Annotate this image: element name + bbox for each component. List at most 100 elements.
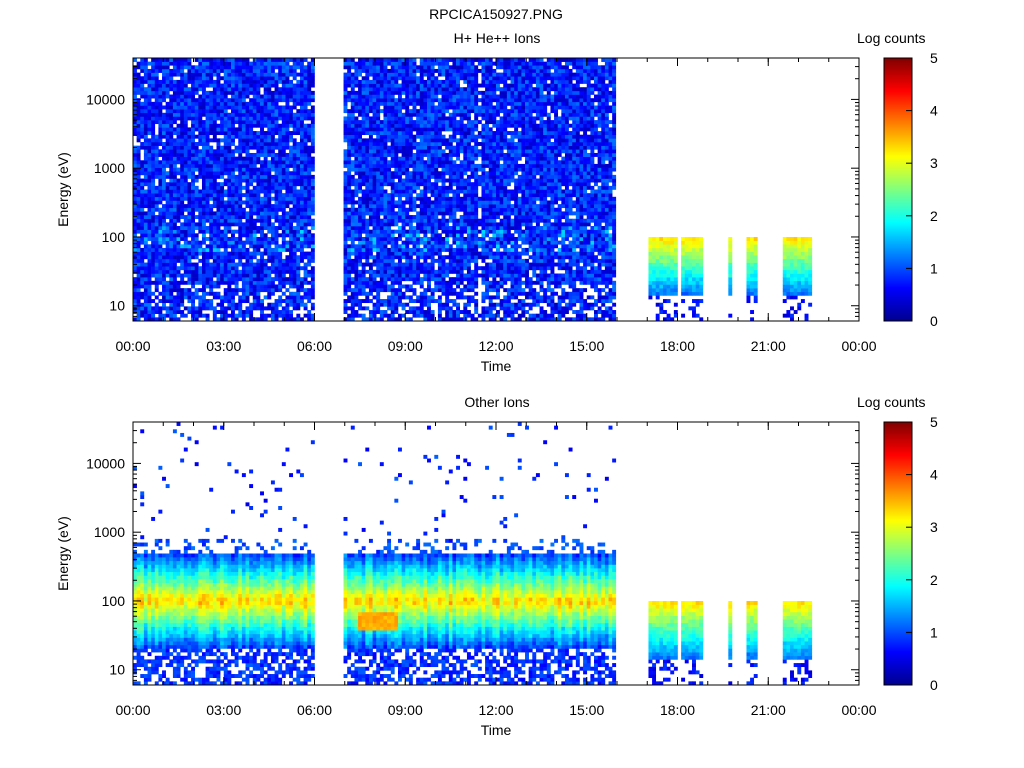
spectrogram-cell [405,284,410,289]
spectrogram-cell [263,174,268,179]
spectrogram-cell [281,109,286,114]
spectrogram-cell [437,142,442,146]
spectrogram-cell [343,229,348,234]
spectrogram-cell [263,152,268,157]
spectrogram-cell [437,306,442,311]
spectrogram-cell [394,266,399,271]
spectrogram-cell [405,105,410,110]
spectrogram-cell [292,182,297,187]
spectrogram-cell [285,200,290,205]
spectrogram-cell [412,273,417,278]
spectrogram-cell [376,207,381,212]
spectrogram-cell [169,72,174,77]
spectrogram-cell [427,101,431,106]
spectrogram-cell [209,156,214,161]
spectrogram-cell [423,138,428,143]
spectrogram-cell [423,229,428,234]
spectrogram-cell [169,207,174,212]
spectrogram-cell [368,255,373,260]
spectrogram-cell [350,204,355,209]
spectrogram-cell [165,280,170,285]
spectrogram-cell [180,236,185,241]
spectrogram-cell [231,306,235,311]
spectrogram-cell [194,79,199,84]
spectrogram-cell [405,76,410,81]
spectrogram-cell [169,61,174,66]
spectrogram-cell [285,152,290,157]
spectrogram-cell [176,123,181,128]
spectrogram-cell [390,295,395,300]
spectrogram-cell [350,193,355,198]
spectrogram-cell [437,72,442,77]
spectrogram-cell [256,288,261,293]
spectrogram-cell [390,142,395,146]
spectrogram-cell [183,218,188,223]
spectrogram-cell [234,127,239,132]
spectrogram-cell [136,120,141,125]
spectrogram-cell [234,109,239,114]
spectrogram-cell [427,255,431,260]
spectrogram-cell [372,127,377,132]
spectrogram-cell [223,310,228,314]
spectrogram-cell [260,299,264,304]
spectrogram-cell [223,288,228,293]
spectrogram-cell [198,83,203,88]
spectrogram-cell [143,291,148,296]
spectrogram-cell [289,226,294,230]
spectrogram-cell [401,247,406,252]
spectrogram-cell [365,163,370,168]
spectrogram-cell [147,145,152,150]
spectrogram-cell [249,240,254,245]
spectrogram-cell [299,266,304,271]
spectrogram-cell [260,277,264,282]
spectrogram-cell [303,273,308,278]
spectrogram-cell [347,83,352,88]
spectrogram-cell [191,167,196,172]
spectrogram-cell [405,185,410,190]
spectrogram-cell [133,160,137,165]
spectrogram-cell [437,120,442,125]
spectrogram-cell [423,174,428,179]
spectrogram-cell [307,280,312,285]
spectrogram-cell [296,295,301,300]
spectrogram-cell [172,163,177,168]
spectrogram-cell [423,87,428,92]
spectrogram-cell [191,295,196,300]
spectrogram-cell [252,134,257,139]
spectrogram-cell [285,138,290,143]
spectrogram-cell [350,112,355,117]
spectrogram-cell [154,156,159,161]
spectrogram-cell [158,211,163,216]
spectrogram-cell [238,204,243,209]
spectrogram-cell [220,105,225,110]
spectrogram-cell [263,105,268,110]
spectrogram-cell [158,229,163,234]
spectrogram-cell [358,280,362,285]
spectrogram-cell [358,61,362,66]
spectrogram-cell [263,145,268,150]
spectrogram-cell [223,226,228,230]
spectrogram-cell [183,94,188,99]
spectrogram-cell [133,152,137,157]
spectrogram-cell [249,196,254,201]
spectrogram-cell [256,189,261,194]
spectrogram-cell [397,145,402,150]
spectrogram-cell [143,163,148,168]
spectrogram-cell [307,83,312,88]
spectrogram-cell [256,167,261,172]
spectrogram-cell [401,302,406,307]
spectrogram-cell [412,120,417,125]
spectrogram-cell [270,240,275,245]
spectrogram-cell [154,317,159,322]
spectrogram-cell [285,167,290,172]
spectrogram-cell [169,200,174,205]
spectrogram-cell [136,174,141,179]
spectrogram-cell [169,171,174,176]
spectrogram-cell [241,215,246,220]
spectrogram-cell [147,120,152,125]
spectrogram-cell [299,105,304,110]
spectrogram-cell [423,142,428,146]
spectrogram-cell [296,299,301,304]
spectrogram-cell [274,138,279,143]
spectrogram-cell [270,116,275,121]
